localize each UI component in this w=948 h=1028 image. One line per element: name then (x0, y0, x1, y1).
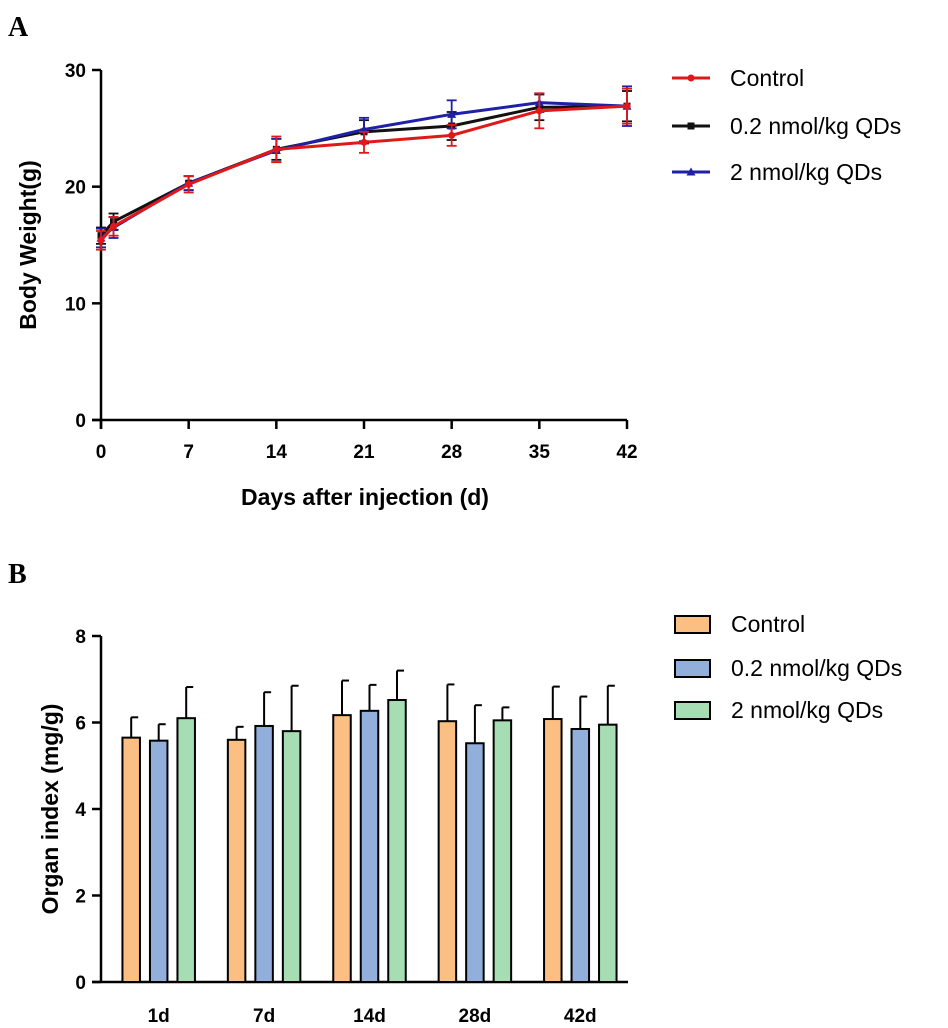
legend-marker (687, 122, 695, 130)
x-tick-label: 1d (148, 1006, 170, 1027)
bar-chart-organ-index: 0 2 4 6 8 1d 7d 14d 28d 42d Organ index (mg/g) C… (37, 611, 902, 1027)
series-0.2 nmol/kg QDs (96, 90, 632, 245)
data-point (272, 145, 280, 153)
x-tick-label: 14d (353, 1006, 386, 1027)
x-tick-label: 14 (266, 442, 288, 463)
legend-label: Control (730, 65, 804, 91)
x-tick-label: 7 (183, 442, 194, 463)
bar-1d-2 nmol/kg QDs (176, 717, 196, 983)
legend-item: Control (674, 611, 805, 637)
bar-28d-Control (437, 720, 458, 983)
data-point (360, 138, 368, 146)
x-tick-label: 35 (529, 442, 551, 463)
y-axis-title: Body Weight(g) (15, 160, 41, 330)
bar-14d-Control (332, 714, 352, 984)
bar-1d-Control (121, 736, 141, 984)
bar-42d-0.2 nmol/kg QDs (570, 727, 591, 983)
y-ticks: 0 2 4 6 8 (75, 627, 101, 994)
x-tick-label: 7d (253, 1006, 275, 1027)
x-tick-label: 42 (616, 442, 637, 463)
x-tick-label: 28d (459, 1006, 492, 1027)
x-axis-title: Days after injection (d) (241, 484, 489, 510)
panel-label-b: B (8, 559, 27, 590)
bar-42d-Control (543, 718, 563, 983)
y-tick-label: 10 (65, 294, 86, 315)
x-tick-label: 42d (564, 1006, 597, 1027)
line-chart-body-weight: 0 10 20 30 0 7 14 21 28 35 42 Body Weight(g) Days… (15, 61, 901, 510)
x-ticks: 1d 7d 14d 28d 42d (148, 1006, 597, 1027)
legend-label: 2 nmol/kg QDs (731, 697, 883, 723)
x-tick-label: 0 (96, 442, 107, 463)
legend-item: 2 nmol/kg QDs (674, 697, 883, 723)
y-axis-title: Organ index (mg/g) (37, 704, 63, 915)
data-point (448, 131, 456, 139)
data-point (623, 102, 631, 110)
legend-item: 0.2 nmol/kg QDs (674, 655, 902, 681)
series-Control (96, 87, 632, 251)
legend-label: Control (731, 611, 805, 637)
data-point (535, 107, 543, 115)
bar-1d-0.2 nmol/kg QDs (148, 739, 169, 983)
y-tick-label: 0 (75, 973, 86, 994)
y-tick-label: 2 (75, 887, 86, 908)
legend-swatch (674, 659, 711, 678)
legend: Control 0.2 nmol/kg QDs 2 nmol/kg QDs (674, 611, 902, 723)
bar-7d-Control (226, 738, 247, 983)
bar-7d-2 nmol/kg QDs (281, 730, 302, 984)
legend-item: 2 nmol/kg QDs (672, 159, 882, 185)
legend-label: 0.2 nmol/kg QDs (730, 113, 901, 139)
legend-swatch (674, 701, 711, 720)
y-tick-label: 0 (75, 411, 86, 432)
y-tick-label: 20 (65, 178, 86, 199)
data-point (110, 222, 118, 230)
legend: Control 0.2 nmol/kg QDs 2 nmol/kg QDs (672, 65, 901, 185)
series-line (99, 104, 628, 242)
x-tick-label: 28 (441, 442, 462, 463)
legend-item: Control (672, 65, 804, 91)
bar-14d-0.2 nmol/kg QDs (359, 709, 380, 983)
panel-label-a: A (8, 12, 29, 43)
bars-group (121, 669, 618, 984)
y-tick-label: 6 (75, 714, 86, 735)
legend-marker (687, 74, 695, 82)
bar-28d-2 nmol/kg QDs (492, 719, 513, 984)
x-tick-label: 21 (353, 442, 375, 463)
legend-swatch (674, 615, 711, 634)
bar-42d-2 nmol/kg QDs (598, 723, 618, 983)
y-ticks: 0 10 20 30 (65, 61, 101, 432)
bar-7d-0.2 nmol/kg QDs (254, 724, 274, 984)
bar-14d-2 nmol/kg QDs (387, 699, 407, 983)
legend-marker (686, 167, 696, 176)
legend-label: 0.2 nmol/kg QDs (731, 655, 902, 681)
legend-item: 0.2 nmol/kg QDs (672, 113, 901, 139)
y-tick-label: 30 (65, 61, 86, 82)
series-group (96, 85, 632, 251)
bar-28d-0.2 nmol/kg QDs (465, 742, 485, 984)
legend-label: 2 nmol/kg QDs (730, 159, 882, 185)
data-point (97, 236, 105, 244)
data-point (185, 180, 193, 188)
y-tick-label: 8 (75, 627, 86, 648)
data-point (447, 109, 457, 118)
x-ticks: 0 7 14 21 28 35 42 (96, 420, 638, 463)
y-tick-label: 4 (75, 800, 86, 821)
